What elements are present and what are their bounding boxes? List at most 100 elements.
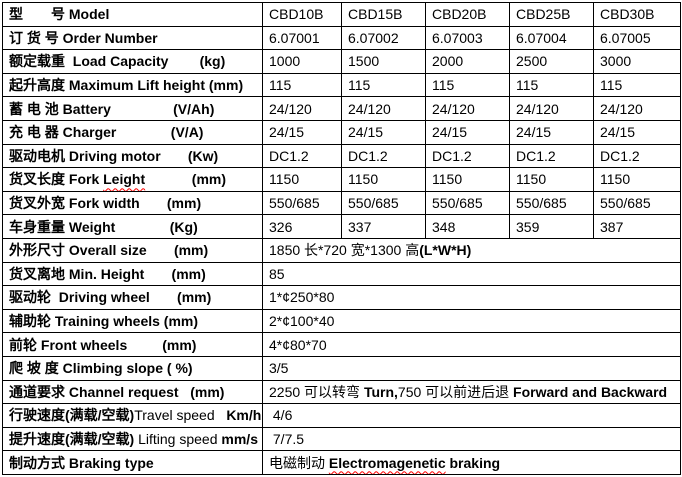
spec-value-cell: 6.07002 <box>341 25 426 51</box>
spec-value-cell: CBD25B <box>509 2 594 27</box>
row-fork-length: 货叉长度 Fork Leight (mm) 1150 1150 1150 115… <box>2 167 681 192</box>
row-braking-type: 制动方式 Braking type 电磁制动 Electromagenetic … <box>2 450 681 475</box>
spec-value-cell: 1150 <box>425 167 510 192</box>
spec-label-cell: 起升高度 Maximum Lift height (mm) <box>2 72 263 98</box>
spec-value-cell: 电磁制动 Electromagenetic braking <box>262 450 681 475</box>
row-lifting-speed: 提升速度(满载/空载) Lifting speed mm/s 7/7.5 <box>2 426 681 452</box>
spec-value-cell: DC1.2 <box>262 143 342 169</box>
spec-label-cell: 行驶速度(满载/空载)Travel speed Km/h <box>2 403 263 428</box>
spec-value-cell: DC1.2 <box>425 143 510 169</box>
spec-value-cell: DC1.2 <box>341 143 426 169</box>
spec-value-cell: 1150 <box>509 167 594 192</box>
spec-value-cell: 348 <box>425 214 510 239</box>
spec-value-cell: 1150 <box>593 167 681 192</box>
row-travel-speed: 行驶速度(满载/空载)Travel speed Km/h 4/6 <box>2 403 681 428</box>
spec-label-cell: 货叉离地 Min. Height (mm) <box>2 261 263 287</box>
spec-label-cell: 蓄 电 池 Battery (V/Ah) <box>2 96 263 121</box>
spec-label-cell: 爬 坡 度 Climbing slope ( %) <box>2 355 263 381</box>
spec-value-cell: CBD20B <box>425 2 510 27</box>
spec-value-cell: 337 <box>341 214 426 239</box>
spec-value-cell: 3/5 <box>262 355 681 381</box>
spec-value-cell: 115 <box>593 72 681 98</box>
spec-value-cell: 115 <box>341 72 426 98</box>
spec-value-cell: 1*¢250*80 <box>262 285 681 310</box>
row-climbing-slope: 爬 坡 度 Climbing slope ( %) 3/5 <box>2 355 681 381</box>
spec-value-cell: 24/120 <box>262 96 342 121</box>
spec-value-cell: 4/6 <box>262 403 681 428</box>
row-battery: 蓄 电 池 Battery (V/Ah) 24/120 24/120 24/12… <box>2 96 681 121</box>
spec-value-cell: 359 <box>509 214 594 239</box>
spec-label-cell: 额定载重 Load Capacity (kg) <box>2 49 263 74</box>
spec-value-cell: 24/15 <box>341 119 426 145</box>
spec-label-cell: 车身重量 Weight (Kg) <box>2 214 263 239</box>
spec-value-cell: 1150 <box>341 167 426 192</box>
spec-value-cell: 2000 <box>425 49 510 74</box>
spec-label-cell: 型 号 Model <box>2 2 263 27</box>
spec-value-cell: 24/15 <box>262 119 342 145</box>
row-model: 型 号 Model CBD10B CBD15B CBD20B CBD25B CB… <box>2 2 681 27</box>
spec-value-cell: 550/685 <box>593 190 681 216</box>
spec-value-cell: 550/685 <box>341 190 426 216</box>
spec-value-cell: 6.07004 <box>509 25 594 51</box>
spec-label-cell: 辅助轮 Training wheels (mm) <box>2 308 263 334</box>
spec-value-cell: CBD15B <box>341 2 426 27</box>
spec-value-cell: 6.07001 <box>262 25 342 51</box>
spec-value-cell: 24/120 <box>341 96 426 121</box>
row-charger: 充 电 器 Charger (V/A) 24/15 24/15 24/15 24… <box>2 119 681 145</box>
spec-value-cell: DC1.2 <box>593 143 681 169</box>
spec-value-cell: 24/15 <box>593 119 681 145</box>
row-order-number: 订 货 号 Order Number 6.07001 6.07002 6.070… <box>2 25 681 51</box>
spec-value-cell: CBD30B <box>593 2 681 27</box>
spec-value-cell: 4*¢80*70 <box>262 332 681 357</box>
spec-label-cell: 订 货 号 Order Number <box>2 25 263 51</box>
row-channel-request: 通道要求 Channel request (mm) 2250 可以转弯 Turn… <box>2 379 681 405</box>
row-min-height: 货叉离地 Min. Height (mm) 85 <box>2 261 681 287</box>
spec-value-cell: 550/685 <box>262 190 342 216</box>
spec-value-cell: 24/15 <box>425 119 510 145</box>
spec-value-cell: 24/120 <box>509 96 594 121</box>
spec-value-cell: 2500 <box>509 49 594 74</box>
spec-value-cell: 3000 <box>593 49 681 74</box>
row-overall-size: 外形尺寸 Overall size (mm) 1850 长*720 宽*1300… <box>2 237 681 263</box>
spec-label-cell: 充 电 器 Charger (V/A) <box>2 119 263 145</box>
spec-value-cell: 1500 <box>341 49 426 74</box>
spec-value-cell: 387 <box>593 214 681 239</box>
spec-value-cell: DC1.2 <box>509 143 594 169</box>
spec-value-cell: 24/120 <box>425 96 510 121</box>
spec-value-cell: 115 <box>425 72 510 98</box>
spec-label-cell: 货叉长度 Fork Leight (mm) <box>2 167 263 192</box>
spec-value-cell: 550/685 <box>509 190 594 216</box>
spec-value-cell: 6.07005 <box>593 25 681 51</box>
spec-value-cell: 1850 长*720 宽*1300 高(L*W*H) <box>262 237 681 263</box>
spec-label-cell: 货叉外宽 Fork width (mm) <box>2 190 263 216</box>
spec-value-cell: 2*¢100*40 <box>262 308 681 334</box>
spec-value-cell: 85 <box>262 261 681 287</box>
spec-value-cell: 24/120 <box>593 96 681 121</box>
spec-value-cell: 2250 可以转弯 Turn,750 可以前进后退 Forward and Ba… <box>262 379 681 405</box>
row-fork-width: 货叉外宽 Fork width (mm) 550/685 550/685 550… <box>2 190 681 216</box>
spec-label-cell: 前轮 Front wheels (mm) <box>2 332 263 357</box>
spec-value-cell: 1000 <box>262 49 342 74</box>
row-weight: 车身重量 Weight (Kg) 326 337 348 359 387 <box>2 214 681 239</box>
row-driving-motor: 驱动电机 Driving motor (Kw) DC1.2 DC1.2 DC1.… <box>2 143 681 169</box>
spec-label-cell: 通道要求 Channel request (mm) <box>2 379 263 405</box>
spec-label-cell: 驱动电机 Driving motor (Kw) <box>2 143 263 169</box>
row-load-capacity: 额定载重 Load Capacity (kg) 1000 1500 2000 2… <box>2 49 681 74</box>
row-front-wheels: 前轮 Front wheels (mm) 4*¢80*70 <box>2 332 681 357</box>
spec-value-cell: 115 <box>262 72 342 98</box>
spec-value-cell: 550/685 <box>425 190 510 216</box>
spec-label-cell: 制动方式 Braking type <box>2 450 263 475</box>
row-training-wheels: 辅助轮 Training wheels (mm) 2*¢100*40 <box>2 308 681 334</box>
spec-label-cell: 驱动轮 Driving wheel (mm) <box>2 285 263 310</box>
row-driving-wheel: 驱动轮 Driving wheel (mm) 1*¢250*80 <box>2 285 681 310</box>
spec-value-cell: 115 <box>509 72 594 98</box>
spec-value-cell: 1150 <box>262 167 342 192</box>
spec-value-cell: 7/7.5 <box>262 426 681 452</box>
row-lift-height: 起升高度 Maximum Lift height (mm) 115 115 11… <box>2 72 681 98</box>
spec-value-cell: 6.07003 <box>425 25 510 51</box>
spec-label-cell: 外形尺寸 Overall size (mm) <box>2 237 263 263</box>
spec-value-cell: 326 <box>262 214 342 239</box>
spec-value-cell: CBD10B <box>262 2 342 27</box>
